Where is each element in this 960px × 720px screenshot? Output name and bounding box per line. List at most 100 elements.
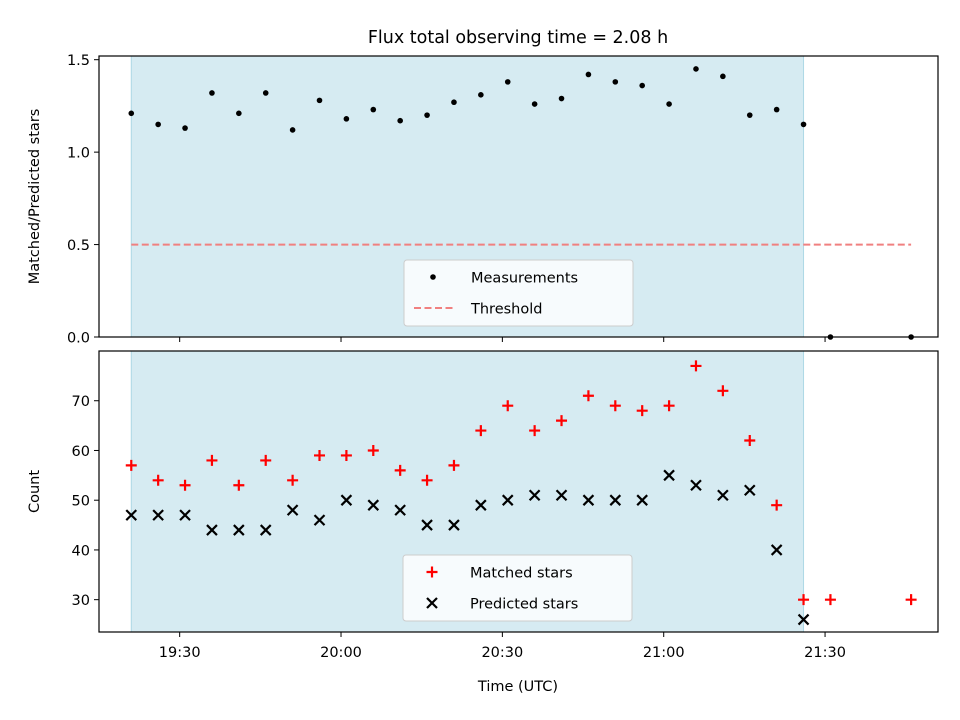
measurements-point <box>612 79 619 85</box>
matched-stars-point <box>475 425 487 437</box>
predicted-stars-point <box>663 469 675 482</box>
measurements-point <box>424 112 430 118</box>
measurements-point <box>666 101 672 107</box>
ratio-legend-box <box>403 259 634 327</box>
measurements-point <box>316 97 323 104</box>
predicted-stars-point <box>743 484 756 497</box>
matched-stars-point <box>717 385 729 397</box>
count-y-tick-label: 30 <box>72 593 90 609</box>
matched-stars-point <box>905 594 917 606</box>
matched-stars-point <box>260 454 272 466</box>
matched-stars-point <box>636 405 648 417</box>
matched-stars-point <box>663 400 675 412</box>
matched-stars-point <box>529 425 541 437</box>
matched-stars-point <box>609 400 621 412</box>
predicted-stars-point <box>421 519 433 531</box>
ratio-legend: Measurements Threshold <box>403 259 634 327</box>
ratio-axes-frame <box>98 55 939 338</box>
matched-stars-point <box>771 499 783 511</box>
measurements-legend-key <box>430 274 436 280</box>
matched-stars-legend-label: Matched stars <box>470 566 573 582</box>
x-axis-label: Time (UTC) <box>477 679 558 695</box>
predicted-stars-point <box>555 489 568 502</box>
threshold-legend-label: Threshold <box>470 302 542 318</box>
matched-stars-point <box>367 444 379 456</box>
matched-stars-point <box>421 474 433 486</box>
x-tick-label: 21:00 <box>643 645 685 661</box>
count-y-tick-label: 70 <box>72 394 90 410</box>
measurements-point <box>585 71 592 78</box>
measurements-legend-label: Measurements <box>471 271 578 287</box>
matched-stars-point <box>690 360 702 372</box>
count-axes-frame <box>98 350 939 633</box>
matched-stars-point <box>314 449 326 461</box>
predicted-stars-point <box>717 489 729 502</box>
count-legend: Matched stars Predicted stars <box>402 554 633 622</box>
ratio-y-tick-label: 0.5 <box>67 238 90 254</box>
matched-stars-point <box>179 479 191 491</box>
measurements-point <box>262 90 269 96</box>
count-y-tick-label: 60 <box>72 444 90 460</box>
predicted-stars-point <box>582 494 595 506</box>
measurements-point <box>236 110 242 117</box>
matched-stars-legend-key <box>426 566 438 578</box>
count-y-tick-label: 50 <box>72 494 90 510</box>
predicted-stars-point <box>313 514 326 526</box>
predicted-stars-point <box>528 489 541 502</box>
matched-stars-point <box>394 464 406 476</box>
ratio-y-tick-label: 0.0 <box>67 331 90 347</box>
predicted-stars-point <box>340 494 353 506</box>
predicted-stars-point <box>152 509 164 521</box>
measurements-point <box>639 82 645 89</box>
predicted-stars-point <box>394 504 406 516</box>
measurements-point <box>720 73 726 80</box>
predicted-stars-point <box>206 524 218 536</box>
measurements-point <box>451 99 457 106</box>
predicted-stars-point <box>609 494 622 506</box>
matched-stars-point <box>502 400 514 412</box>
predicted-stars-point <box>770 544 783 556</box>
measurements-point <box>478 92 484 98</box>
chart-title: Flux total observing time = 2.08 h <box>368 28 668 48</box>
measurements-point <box>800 121 807 128</box>
measurements-point <box>289 127 296 133</box>
predicted-stars-point <box>179 509 191 521</box>
predicted-stars-point <box>797 613 810 626</box>
matched-stars-point <box>824 594 836 606</box>
measurements-point <box>746 112 753 118</box>
count-y-tick-label: 40 <box>72 543 90 559</box>
measurements-point <box>773 106 780 113</box>
x-tick-label: 21:30 <box>804 645 846 661</box>
matched-stars-point <box>125 459 137 471</box>
x-tick-label: 20:30 <box>481 645 523 661</box>
measurements-point <box>558 95 565 102</box>
matched-stars-point <box>798 594 810 606</box>
x-tick-label: 20:00 <box>320 645 362 661</box>
predicted-stars-point <box>367 499 380 511</box>
measurements-point <box>370 106 377 113</box>
measurements-point <box>397 117 403 124</box>
predicted-stars-point <box>233 524 245 536</box>
matched-stars-point <box>233 479 245 491</box>
predicted-stars-point <box>636 494 648 506</box>
matched-stars-point <box>744 435 756 447</box>
predicted-stars-point <box>475 499 487 511</box>
predicted-stars-legend-key <box>426 597 438 609</box>
predicted-stars-legend-label: Predicted stars <box>470 597 578 613</box>
count-panel: 30 40 50 60 70 19:30 20:00 20:30 21:00 21:30 Count… <box>27 350 939 661</box>
ratio-panel: 0.0 0.5 1.0 1.5 Matched/Predicted stars Measu… <box>27 53 939 347</box>
measurements-point <box>693 66 699 72</box>
predicted-stars-point <box>259 524 272 536</box>
ratio-y-tick-label: 1.0 <box>67 146 90 162</box>
measurements-point <box>182 125 188 131</box>
matched-stars-point <box>340 449 352 461</box>
ratio-y-axis-label: Matched/Predicted stars <box>27 109 43 285</box>
predicted-stars-point <box>501 494 514 506</box>
predicted-stars-point <box>286 504 299 516</box>
measurements-point <box>531 101 538 107</box>
measurements-point <box>209 90 215 96</box>
ratio-y-tick-label: 1.5 <box>67 53 90 69</box>
measurements-point <box>155 121 161 128</box>
matched-stars-point <box>448 459 460 471</box>
